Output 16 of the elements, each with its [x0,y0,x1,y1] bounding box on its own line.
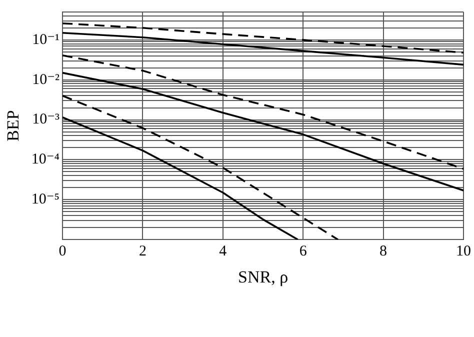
y-tick-label: 10⁻¹ [32,32,60,48]
x-tick-label: 6 [299,244,308,260]
y-tick-label: 10⁻⁵ [31,192,60,208]
line-series [62,94,339,240]
x-tick-label: 8 [380,244,388,260]
y-tick-label: 10⁻³ [32,112,60,128]
x-tick-label: 4 [219,244,228,260]
y-axis-title: BEP [4,110,23,142]
x-tick-label: 2 [138,244,146,260]
line-series [62,54,464,170]
x-axis-title: SNR, ρ [238,267,288,286]
y-tick-label: 10⁻⁴ [31,152,60,168]
y-tick-label: 10⁻² [32,72,60,88]
line-series [62,22,464,54]
x-tick-label: 0 [58,244,66,260]
x-tick-label: 10 [456,244,471,260]
